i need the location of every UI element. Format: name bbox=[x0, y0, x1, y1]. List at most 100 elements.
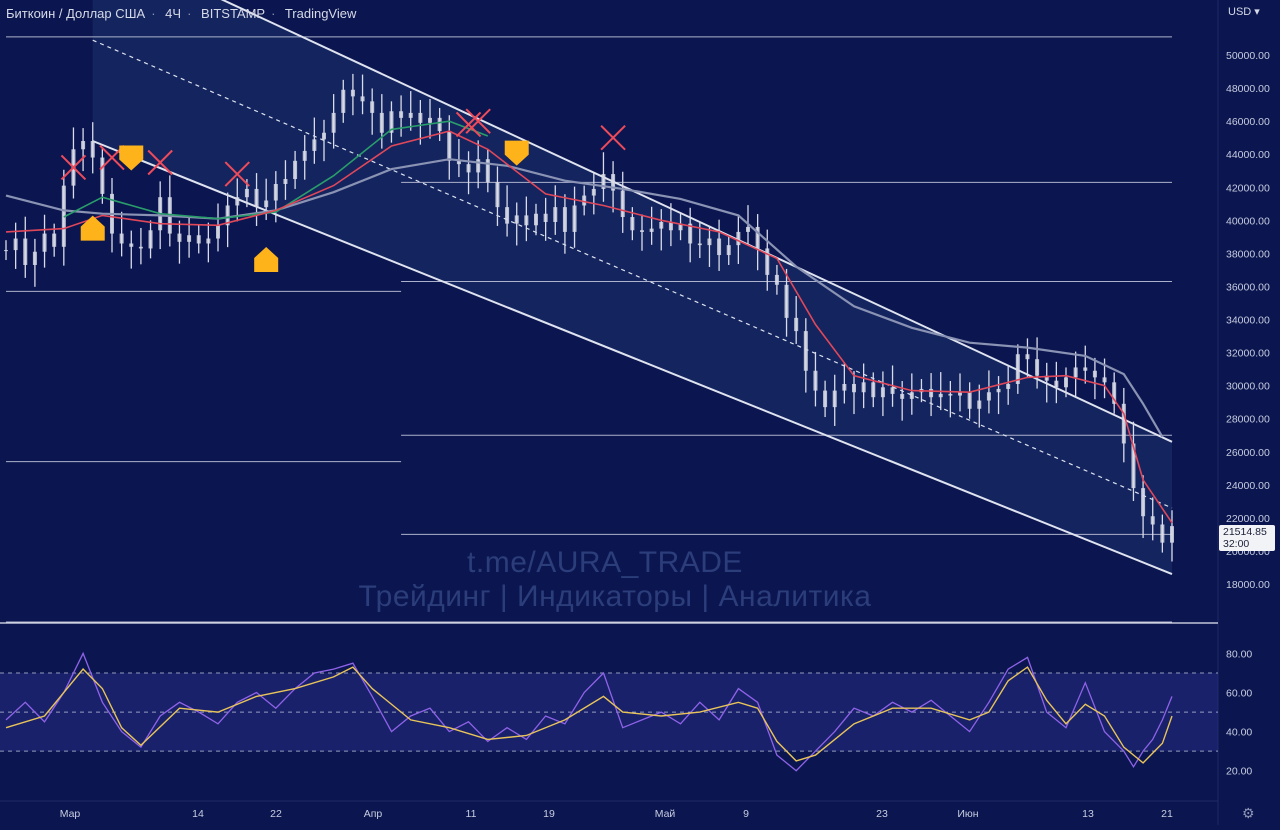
candle-body bbox=[466, 164, 471, 173]
price-tick-label: 42000.00 bbox=[1226, 182, 1270, 194]
candle-body bbox=[938, 393, 943, 398]
candle-body bbox=[909, 392, 914, 399]
candle-body bbox=[389, 111, 394, 133]
price-tick-label: 28000.00 bbox=[1226, 414, 1270, 426]
time-tick-label: 11 bbox=[466, 808, 477, 820]
candle-body bbox=[755, 226, 760, 249]
candle-body bbox=[1121, 403, 1126, 444]
symbol-name[interactable]: Биткоин / Доллар США bbox=[6, 6, 146, 21]
price-tick-label: 48000.00 bbox=[1226, 83, 1270, 95]
candle-body bbox=[601, 174, 606, 189]
candle-body bbox=[129, 243, 134, 247]
candle-body bbox=[476, 159, 481, 173]
candle-body bbox=[900, 393, 905, 399]
watermark-line-2: Трейдинг | Индикаторы | Аналитика bbox=[358, 580, 872, 613]
candle-body bbox=[456, 160, 461, 165]
candle-body bbox=[543, 213, 548, 222]
candle-body bbox=[842, 383, 847, 391]
candle-body bbox=[244, 188, 249, 198]
chart-header: Биткоин / Доллар США · 4Ч · BITSTAMP · Trad… bbox=[6, 6, 357, 21]
candle-body bbox=[235, 197, 240, 206]
candle-body bbox=[437, 117, 442, 132]
last-price-badge: 21514.85 32:00 bbox=[1219, 525, 1275, 551]
candle-body bbox=[1006, 383, 1011, 389]
candle-body bbox=[495, 182, 500, 208]
candle-body bbox=[341, 89, 346, 113]
candle-body bbox=[447, 131, 452, 161]
rsi-tick-label: 60.00 bbox=[1226, 688, 1252, 700]
candle-body bbox=[562, 207, 567, 232]
marker-x-4 bbox=[455, 111, 482, 138]
candle-body bbox=[350, 89, 355, 97]
marker-x-3 bbox=[224, 161, 250, 187]
rsi-tick-label: 20.00 bbox=[1226, 766, 1252, 778]
candle-body bbox=[620, 190, 625, 218]
time-tick-label: 14 bbox=[192, 808, 204, 820]
candle-body bbox=[678, 223, 683, 231]
candle-body bbox=[765, 248, 770, 275]
candle-body bbox=[948, 393, 953, 396]
candle-body bbox=[1073, 367, 1078, 378]
candle-body bbox=[138, 246, 143, 249]
candle-body bbox=[794, 317, 799, 332]
candle-body bbox=[13, 238, 18, 251]
candle-body bbox=[216, 225, 220, 239]
time-tick-label: Июн bbox=[957, 808, 978, 820]
candle-body bbox=[582, 195, 587, 206]
candle-body bbox=[418, 112, 423, 123]
candle-body bbox=[293, 160, 298, 180]
price-tick-label: 18000.00 bbox=[1226, 579, 1270, 591]
candle-body bbox=[370, 101, 375, 113]
bar-countdown: 32:00 bbox=[1223, 538, 1250, 550]
price-tick-label: 22000.00 bbox=[1226, 513, 1270, 525]
price-tick-label: 26000.00 bbox=[1226, 447, 1270, 459]
price-tick-label: 40000.00 bbox=[1226, 215, 1270, 227]
candle-body bbox=[100, 157, 105, 194]
candle-body bbox=[485, 159, 490, 183]
candle-body bbox=[986, 392, 991, 401]
price-tick-label: 36000.00 bbox=[1226, 281, 1270, 293]
candle-body bbox=[823, 390, 828, 408]
interval-label[interactable]: 4Ч bbox=[165, 6, 182, 21]
candle-body bbox=[1102, 377, 1107, 383]
price-tick-label: 30000.00 bbox=[1226, 381, 1270, 393]
settings-gear-icon[interactable]: ⚙ bbox=[1242, 805, 1255, 821]
candle-body bbox=[861, 382, 866, 393]
candle-body bbox=[399, 111, 404, 118]
candle-body bbox=[331, 112, 336, 133]
candle-body bbox=[81, 141, 86, 150]
candle-body bbox=[707, 238, 712, 246]
candle-body bbox=[254, 188, 259, 208]
candle-body bbox=[505, 207, 510, 224]
marker-buy-9 bbox=[254, 247, 279, 273]
candle-body bbox=[428, 117, 432, 123]
candle-body bbox=[90, 141, 95, 158]
candle-body bbox=[52, 233, 57, 247]
candle-body bbox=[688, 223, 693, 244]
candle-body bbox=[640, 230, 644, 232]
ma-mid-line bbox=[63, 120, 489, 220]
candle-body bbox=[273, 183, 278, 201]
candle-body bbox=[1015, 354, 1020, 384]
candle-body bbox=[187, 235, 192, 242]
price-tick-label: 44000.00 bbox=[1226, 149, 1270, 161]
price-tick-label: 50000.00 bbox=[1226, 50, 1270, 62]
candle-body bbox=[1054, 380, 1059, 388]
candle-body bbox=[1025, 354, 1030, 360]
time-tick-label: 9 bbox=[743, 808, 749, 820]
rsi-tick-label: 80.00 bbox=[1226, 648, 1252, 660]
last-price-value: 21514.85 bbox=[1223, 526, 1267, 538]
candle-body bbox=[119, 233, 124, 244]
currency-selector[interactable]: USD ▾ bbox=[1228, 6, 1260, 18]
candle-body bbox=[736, 231, 741, 246]
marker-sell-10 bbox=[504, 140, 529, 166]
candle-body bbox=[1160, 524, 1165, 543]
marker-sell-8 bbox=[119, 145, 144, 171]
candle-body bbox=[524, 215, 529, 226]
candle-body bbox=[996, 388, 1001, 393]
candle-body bbox=[196, 235, 201, 244]
candle-body bbox=[379, 112, 384, 133]
